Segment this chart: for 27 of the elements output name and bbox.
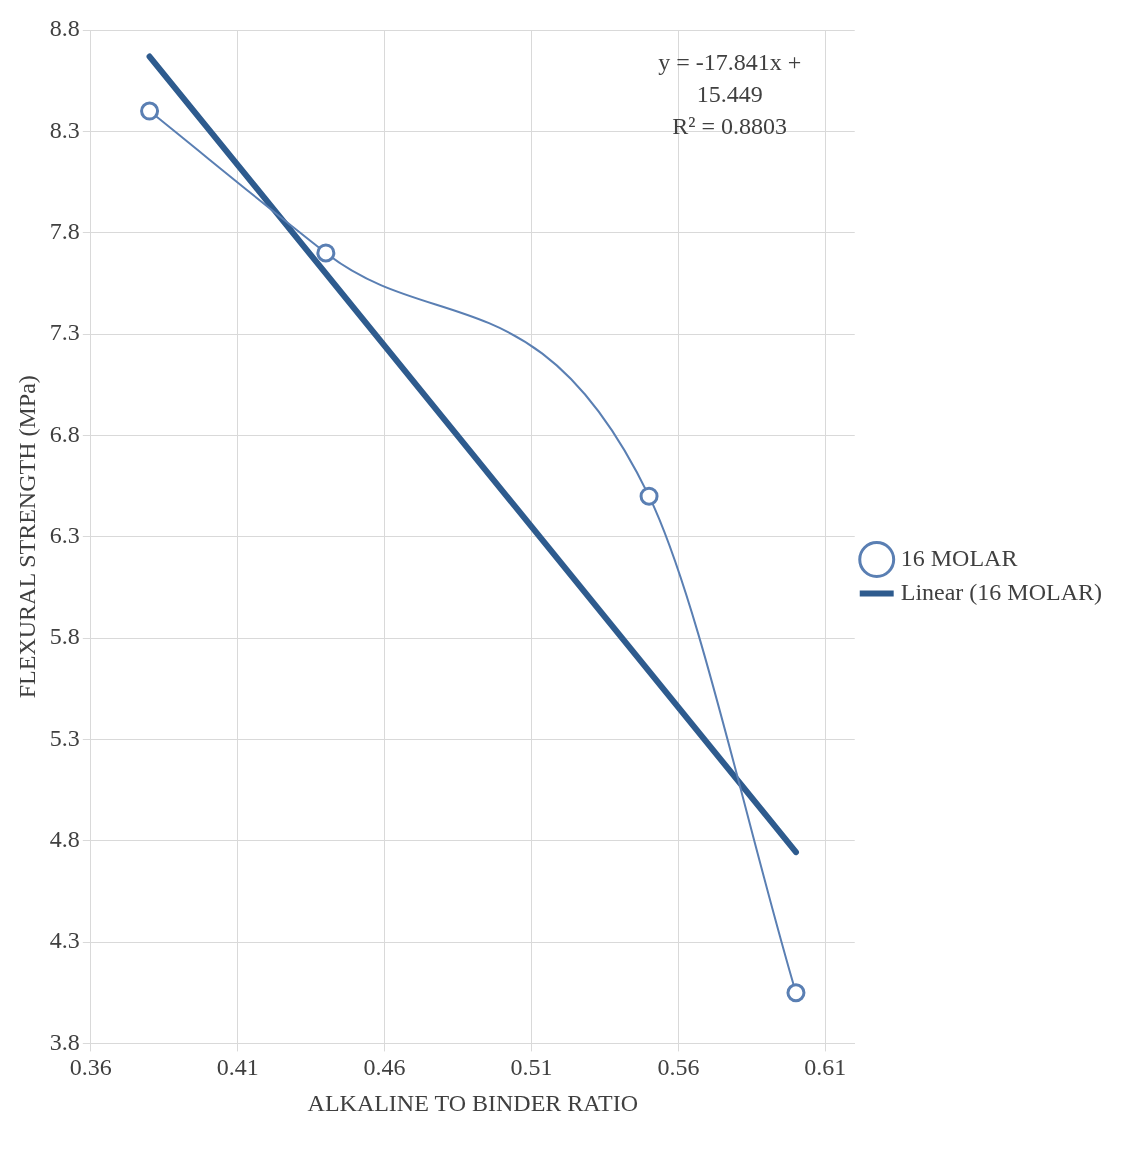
point: [140, 101, 160, 121]
y-tick-label: 8.3: [49, 116, 80, 143]
x-tick-label: 0.56: [657, 1054, 700, 1081]
y-tick-label: 7.3: [49, 319, 80, 346]
y-tick-label: 5.8: [49, 623, 80, 650]
x-tick-label: 0.61: [804, 1054, 847, 1081]
point: [639, 486, 659, 506]
legend-label: Linear (16 MOLAR): [900, 578, 1102, 605]
point: [786, 983, 806, 1003]
y-tick-label: 6.3: [49, 522, 80, 548]
y-tick-label: 4.3: [49, 927, 80, 954]
y-tick-label: 8.8: [49, 15, 80, 42]
y-tick-label: 5.3: [49, 724, 80, 751]
x-tick-label: 0.41: [216, 1054, 259, 1081]
x-axis-title: ALKALINE TO BINDER RATIO: [307, 1089, 638, 1116]
x-tick-label: 0.51: [510, 1054, 553, 1081]
y-tick-label: 4.8: [49, 826, 80, 853]
annotation: y = -17.841x + 15.449: [658, 49, 802, 107]
y-tick-label: 3.8: [49, 1028, 80, 1055]
y-tick-label: 7.8: [49, 217, 80, 244]
y-tick-label: 6.8: [49, 420, 80, 447]
annotation: R² = 0.8803: [672, 113, 788, 139]
x-tick-label: 0.46: [363, 1054, 406, 1081]
y-axis-title: FLEXURAL STRENGTH (MPa): [13, 375, 40, 699]
legend-label: 16 MOLAR: [900, 544, 1018, 571]
point: [316, 243, 336, 263]
x-tick-label: 0.36: [69, 1054, 112, 1081]
